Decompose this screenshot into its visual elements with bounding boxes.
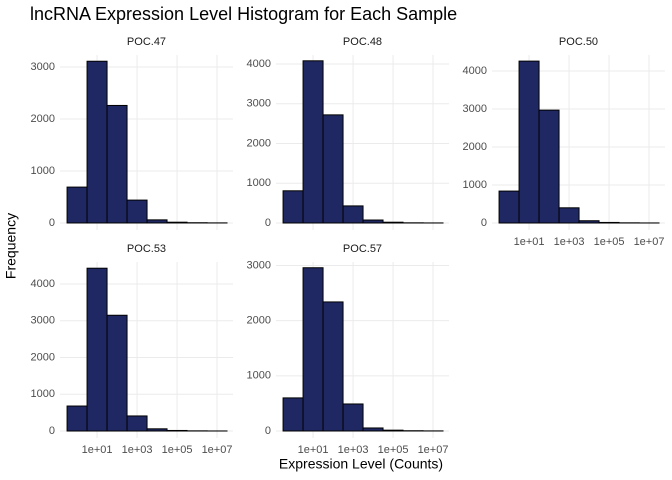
- bar: [282, 190, 304, 224]
- y-tick-label: 2000: [463, 141, 487, 153]
- y-tick-label: 1000: [247, 370, 271, 382]
- y-tick-label: 4000: [31, 278, 55, 290]
- bar: [498, 190, 520, 224]
- y-tick-label: 1000: [463, 179, 487, 191]
- y-tick-label: 3000: [31, 315, 55, 327]
- y-tick-label: 0: [49, 217, 55, 229]
- panel-title: POC.53: [127, 243, 166, 255]
- y-tick-label: 2000: [31, 113, 55, 125]
- bar: [538, 109, 560, 224]
- bar: [146, 219, 168, 224]
- bar: [282, 397, 304, 432]
- y-tick-label: 3000: [31, 61, 55, 73]
- y-tick-label: 2000: [247, 315, 271, 327]
- y-tick-label: 1000: [31, 165, 55, 177]
- bar: [106, 314, 128, 432]
- x-tick-label: 1e+05: [594, 236, 625, 248]
- panel-title: POC.50: [559, 36, 598, 48]
- bar: [126, 199, 148, 224]
- x-tick-label: 1e+07: [202, 444, 233, 456]
- x-axis-label: Expression Level (Counts): [279, 456, 443, 472]
- bar: [382, 221, 404, 224]
- panel-title: POC.47: [127, 36, 166, 48]
- y-tick-label: 0: [265, 425, 271, 437]
- y-tick-label: 4000: [247, 58, 271, 70]
- x-tick-label: 1e+05: [378, 444, 409, 456]
- bar: [322, 301, 344, 432]
- bar: [166, 221, 188, 224]
- y-tick-label: 3000: [247, 259, 271, 271]
- panel-title: POC.48: [343, 36, 382, 48]
- y-tick-label: 0: [265, 217, 271, 229]
- bar: [578, 220, 600, 224]
- bar: [382, 429, 404, 432]
- x-tick-label: 1e+07: [418, 444, 449, 456]
- x-tick-label: 1e+01: [514, 236, 545, 248]
- bar: [342, 403, 364, 432]
- bar: [362, 427, 384, 432]
- bar: [322, 114, 344, 224]
- bar: [86, 267, 108, 432]
- bar: [66, 186, 88, 224]
- bar: [66, 405, 88, 432]
- bar: [598, 221, 620, 224]
- x-tick-label: 1e+03: [122, 444, 153, 456]
- bar: [166, 429, 188, 432]
- y-tick-label: 1000: [31, 388, 55, 400]
- y-tick-label: 0: [481, 217, 487, 229]
- bar: [146, 428, 168, 432]
- bar: [362, 219, 384, 224]
- x-tick-label: 1e+01: [82, 444, 113, 456]
- y-tick-label: 4000: [463, 65, 487, 77]
- bar: [126, 415, 148, 432]
- y-axis-label: Frequency: [3, 213, 19, 279]
- panel-title: POC.57: [343, 243, 382, 255]
- y-tick-label: 3000: [247, 98, 271, 110]
- y-tick-label: 0: [49, 425, 55, 437]
- bar: [558, 207, 580, 224]
- bar: [302, 267, 324, 432]
- x-tick-label: 1e+07: [634, 236, 665, 248]
- bar: [518, 60, 540, 224]
- bar: [106, 104, 128, 224]
- x-tick-label: 1e+05: [162, 444, 193, 456]
- x-tick-label: 1e+03: [338, 444, 369, 456]
- bar: [86, 60, 108, 224]
- bar: [302, 60, 324, 224]
- x-tick-label: 1e+03: [554, 236, 585, 248]
- bar: [342, 205, 364, 224]
- x-tick-label: 1e+01: [298, 444, 329, 456]
- y-tick-label: 1000: [247, 177, 271, 189]
- y-tick-label: 2000: [247, 137, 271, 149]
- chart-title: lncRNA Expression Level Histogram for Ea…: [30, 4, 457, 24]
- y-tick-label: 3000: [463, 103, 487, 115]
- y-tick-label: 2000: [31, 351, 55, 363]
